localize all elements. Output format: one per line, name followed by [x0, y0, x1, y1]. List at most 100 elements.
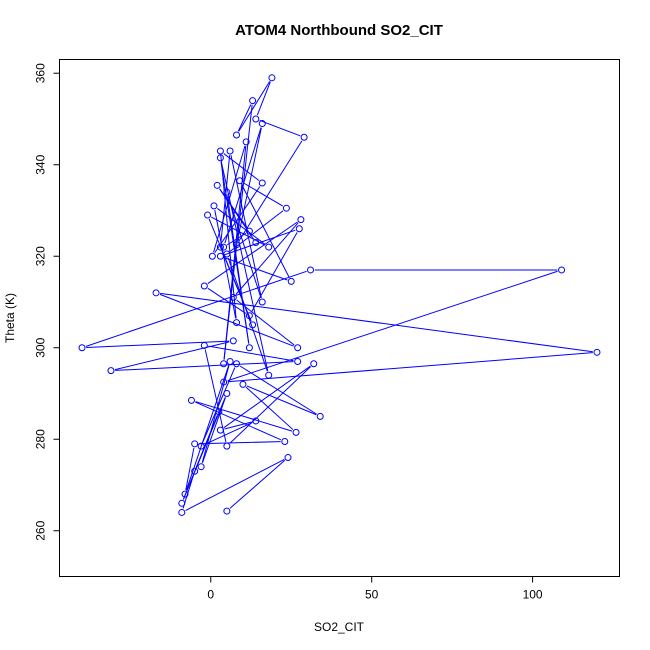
data-point — [210, 202, 218, 210]
data-point — [107, 367, 115, 375]
series-segment — [220, 155, 237, 319]
series-segment — [114, 341, 230, 371]
series-segment — [251, 232, 298, 313]
data-point — [220, 243, 228, 251]
series-lines — [85, 81, 593, 511]
data-point — [215, 408, 223, 416]
data-point — [204, 211, 212, 219]
x-axis: 0 50 100 — [207, 576, 543, 602]
series-segment — [219, 188, 254, 240]
series-segment — [237, 104, 252, 132]
data-point — [258, 179, 266, 187]
series-segment — [224, 421, 252, 430]
data-point — [287, 277, 295, 285]
series-segment — [229, 459, 286, 509]
data-point — [229, 337, 237, 345]
data-point — [294, 357, 302, 365]
series-segment — [159, 293, 294, 347]
data-point — [281, 438, 289, 446]
data-point — [226, 357, 234, 365]
series-segment — [195, 401, 282, 441]
x-tick-label: 50 — [365, 588, 379, 602]
y-axis-label: Theta (K) — [3, 293, 17, 343]
series-segment — [185, 365, 230, 491]
data-point — [558, 266, 566, 274]
data-point — [297, 216, 305, 224]
data-point — [245, 312, 253, 320]
series-segment — [226, 196, 250, 344]
data-point — [300, 133, 308, 141]
data-point — [268, 74, 276, 82]
series-segment — [235, 222, 299, 295]
data-point — [223, 250, 231, 258]
data-point — [226, 147, 234, 155]
data-point — [252, 239, 260, 247]
data-point — [216, 426, 224, 434]
data-point — [593, 348, 601, 356]
series-segment — [208, 218, 252, 322]
data-point — [191, 467, 199, 475]
series-segment — [229, 366, 312, 444]
y-axis: 260 280 300 320 340 360 — [34, 63, 60, 541]
series-segment — [239, 365, 317, 415]
x-tick-label: 0 — [207, 588, 214, 602]
series-segment — [224, 127, 262, 244]
series-segment — [238, 81, 271, 132]
series-segment — [213, 145, 246, 253]
data-point — [258, 298, 266, 306]
series-segment — [236, 299, 295, 346]
data-point — [245, 227, 253, 235]
data-point — [252, 115, 260, 123]
data-point — [200, 282, 208, 290]
series-segment — [246, 385, 317, 416]
data-point — [223, 442, 231, 450]
series-segment — [227, 352, 593, 383]
y-tick-label: 320 — [34, 246, 48, 266]
y-tick-label: 260 — [34, 520, 48, 540]
series-segment — [227, 196, 262, 299]
series-segment — [185, 447, 195, 491]
data-point — [216, 147, 224, 155]
series-segment — [198, 441, 281, 445]
series-points — [78, 74, 601, 516]
series-segment — [223, 153, 260, 181]
data-point — [249, 97, 257, 105]
data-point — [292, 428, 300, 436]
series-segment — [207, 287, 247, 314]
data-point — [258, 120, 266, 128]
series-segment — [115, 361, 294, 371]
data-point — [191, 440, 199, 448]
data-point — [216, 252, 224, 260]
data-point — [265, 243, 273, 251]
data-point — [294, 344, 302, 352]
data-point — [181, 490, 189, 498]
data-point — [78, 344, 86, 352]
data-point — [178, 508, 186, 516]
series-segment — [204, 422, 253, 445]
series-segment — [223, 104, 253, 360]
data-point — [249, 321, 257, 329]
data-point — [200, 341, 208, 349]
series-segment — [238, 140, 303, 242]
series-segment — [185, 459, 285, 511]
data-point — [282, 204, 290, 212]
data-point — [245, 344, 253, 352]
data-point — [197, 463, 205, 471]
data-point — [216, 154, 224, 162]
data-point — [223, 507, 231, 515]
data-point — [242, 138, 250, 146]
data-point — [233, 131, 241, 139]
y-tick-label: 280 — [34, 429, 48, 449]
series-segment — [256, 81, 271, 116]
series-segment — [220, 161, 269, 372]
series-segment — [217, 208, 266, 245]
data-point — [223, 188, 231, 196]
data-point — [229, 293, 237, 301]
series-segment — [214, 186, 261, 254]
chart-title: ATOM4 Northbound SO2_CIT — [235, 22, 443, 39]
data-point — [187, 396, 195, 404]
series-segment — [202, 397, 226, 463]
data-point — [233, 360, 241, 368]
series-segment — [86, 340, 230, 349]
y-tick-label: 360 — [34, 63, 48, 83]
